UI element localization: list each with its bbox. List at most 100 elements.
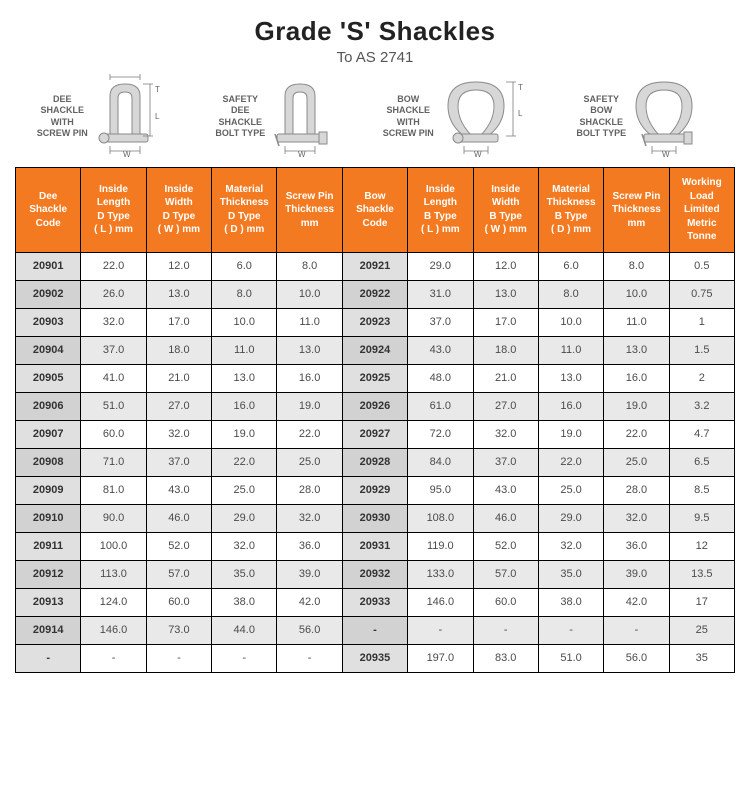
table-cell: 17.0 [146,308,211,336]
table-cell: 20929 [342,476,407,504]
table-row: 20914146.073.044.056.0-----25 [16,616,735,644]
table-cell: 22.0 [81,252,146,280]
table-cell: 28.0 [277,476,342,504]
table-cell: 17.0 [473,308,538,336]
table-cell: 90.0 [81,504,146,532]
table-cell: 25.0 [212,476,277,504]
table-cell: 20902 [16,280,81,308]
page-title: Grade 'S' Shackles [15,16,735,47]
table-cell: 22.0 [212,448,277,476]
table-cell: 35.0 [212,560,277,588]
table-cell: 20928 [342,448,407,476]
table-cell: 57.0 [473,560,538,588]
svg-text:T: T [518,83,523,92]
table-cell: 42.0 [604,588,669,616]
table-cell: 13.0 [604,336,669,364]
table-cell: 42.0 [277,588,342,616]
table-row: 2090122.012.06.08.02092129.012.06.08.00.… [16,252,735,280]
table-cell: 20901 [16,252,81,280]
table-cell: 35.0 [538,560,603,588]
diagram-bow-screw: BOW SHACKLE WITH SCREW PIN T L W [383,74,531,159]
table-cell: 16.0 [212,392,277,420]
table-cell: 19.0 [277,392,342,420]
table-cell: 39.0 [277,560,342,588]
table-cell: 60.0 [146,588,211,616]
table-cell: 20935 [342,644,407,672]
table-cell: 27.0 [146,392,211,420]
svg-text:L: L [518,109,523,118]
svg-text:L: L [155,112,160,121]
table-cell: 11.0 [604,308,669,336]
table-cell: - [277,644,342,672]
table-cell: 13.0 [212,364,277,392]
table-cell: - [408,616,473,644]
table-cell: 0.5 [669,252,734,280]
table-cell: 11.0 [277,308,342,336]
table-row: 2090760.032.019.022.02092772.032.019.022… [16,420,735,448]
table-cell: - [473,616,538,644]
table-cell: 8.0 [538,280,603,308]
table-cell: 0.75 [669,280,734,308]
column-header: Working Load Limited Metric Tonne [669,168,734,253]
table-cell: 8.5 [669,476,734,504]
table-cell: - [81,644,146,672]
table-cell: 21.0 [146,364,211,392]
table-cell: 20907 [16,420,81,448]
table-cell: 37.0 [81,336,146,364]
table-cell: 61.0 [408,392,473,420]
column-header: Dee Shackle Code [16,168,81,253]
table-cell: 32.0 [212,532,277,560]
table-cell: 20924 [342,336,407,364]
table-cell: 26.0 [81,280,146,308]
table-cell: 20909 [16,476,81,504]
table-cell: 11.0 [538,336,603,364]
page-subtitle: To AS 2741 [15,49,735,66]
table-cell: 52.0 [473,532,538,560]
table-cell: 52.0 [146,532,211,560]
table-cell: 21.0 [473,364,538,392]
table-row: -----20935197.083.051.056.035 [16,644,735,672]
table-cell: 72.0 [408,420,473,448]
table-cell: 9.5 [669,504,734,532]
table-cell: 44.0 [212,616,277,644]
bow-shackle-icon: T L W [436,74,531,159]
table-cell: 108.0 [408,504,473,532]
table-cell: 22.0 [538,448,603,476]
table-cell: 38.0 [538,588,603,616]
diagram-label: SAFETY BOW SHACKLE BOLT TYPE [576,94,626,139]
table-cell: 32.0 [81,308,146,336]
diagram-row: DEE SHACKLE WITH SCREW PIN T L W SAFETY … [15,74,735,159]
table-cell: 57.0 [146,560,211,588]
svg-text:T: T [155,85,160,94]
table-cell: 18.0 [146,336,211,364]
column-header: Material Thickness B Type ( D ) mm [538,168,603,253]
table-cell: 38.0 [212,588,277,616]
table-cell: 81.0 [81,476,146,504]
table-cell: 43.0 [408,336,473,364]
table-cell: 6.0 [212,252,277,280]
table-cell: 197.0 [408,644,473,672]
table-cell: 119.0 [408,532,473,560]
table-header-row: Dee Shackle CodeInside Length D Type ( L… [16,168,735,253]
table-row: 2090651.027.016.019.02092661.027.016.019… [16,392,735,420]
table-cell: 8.0 [277,252,342,280]
table-cell: 36.0 [277,532,342,560]
table-cell: 71.0 [81,448,146,476]
svg-text:W: W [298,150,306,159]
table-cell: 12 [669,532,734,560]
table-cell: - [16,644,81,672]
table-cell: 25.0 [277,448,342,476]
table-cell: 124.0 [81,588,146,616]
table-cell: 133.0 [408,560,473,588]
table-cell: 113.0 [81,560,146,588]
table-row: 20911100.052.032.036.020931119.052.032.0… [16,532,735,560]
table-cell: 43.0 [473,476,538,504]
table-cell: 22.0 [277,420,342,448]
table-cell: 20903 [16,308,81,336]
table-row: 2090226.013.08.010.02092231.013.08.010.0… [16,280,735,308]
table-cell: 1 [669,308,734,336]
column-header: Screw Pin Thickness mm [277,168,342,253]
table-body: 2090122.012.06.08.02092129.012.06.08.00.… [16,252,735,672]
table-row: 2091090.046.029.032.020930108.046.029.03… [16,504,735,532]
table-row: 2090332.017.010.011.02092337.017.010.011… [16,308,735,336]
